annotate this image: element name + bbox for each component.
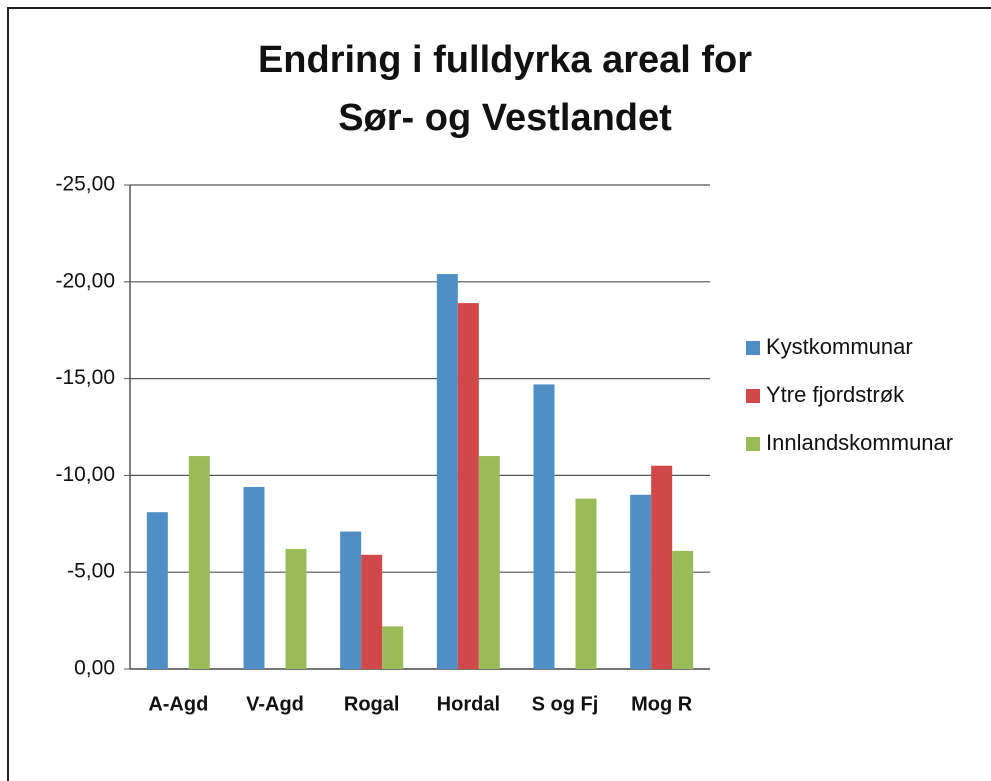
x-tick-label: Hordal (437, 693, 500, 715)
legend-label: Kystkommunar (766, 334, 913, 359)
y-tick-label: -25,00 (55, 173, 115, 196)
bar (672, 550, 694, 669)
x-tick-label: V-Agd (246, 693, 304, 715)
legend-swatch (746, 389, 760, 403)
chart-title: Endring i fulldyrka areal for (258, 39, 752, 81)
bar (188, 456, 210, 669)
x-tick-label: Mog R (631, 693, 693, 715)
y-tick-label: -10,00 (55, 463, 115, 486)
bar (243, 487, 265, 669)
chart-title: Sør- og Vestlandet (338, 97, 672, 139)
bar (533, 384, 555, 669)
bar (478, 456, 500, 669)
bar (382, 626, 404, 669)
x-tick-label: A-Agd (148, 693, 208, 715)
y-tick-label: -15,00 (55, 366, 115, 389)
x-tick-label: Rogal (344, 693, 400, 715)
legend-label: Innlandskommunar (766, 430, 953, 455)
legend-swatch (746, 437, 760, 451)
bar (575, 498, 597, 669)
legend-swatch (746, 341, 760, 355)
legend-label: Ytre fjordstrøk (766, 382, 905, 407)
bar (630, 494, 652, 669)
bar (340, 531, 362, 669)
y-tick-label: -20,00 (55, 269, 115, 292)
bar (651, 465, 673, 669)
bar (361, 554, 383, 669)
y-tick-label: 0,00 (74, 657, 115, 680)
bar (436, 274, 458, 669)
bar (457, 303, 479, 669)
y-tick-label: -5,00 (67, 560, 115, 583)
x-tick-label: S og Fj (532, 693, 599, 715)
bar (146, 512, 168, 669)
bar (285, 548, 307, 669)
